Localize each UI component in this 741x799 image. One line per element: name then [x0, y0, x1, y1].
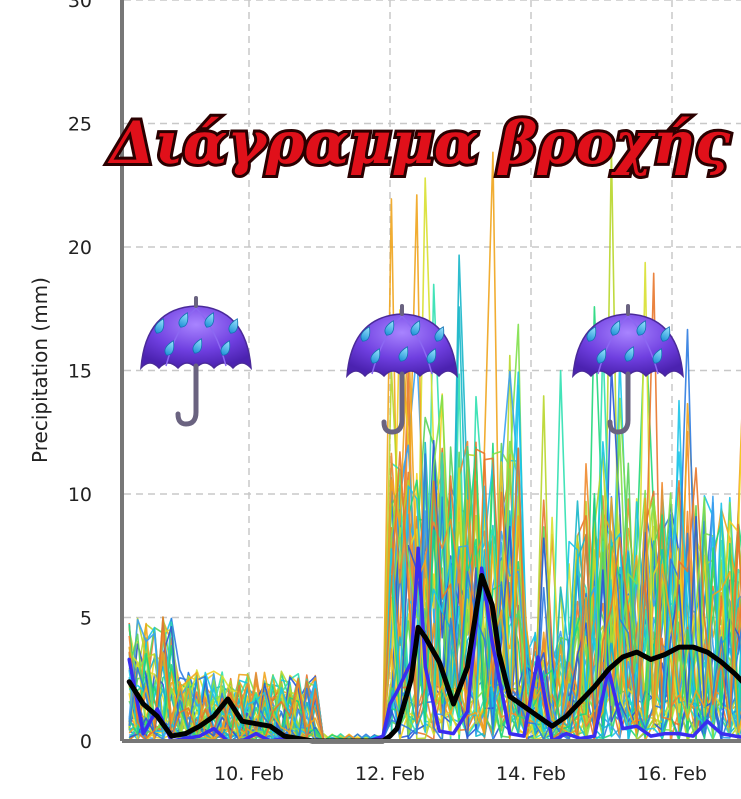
chart-title: Διάγραμμα βροχής: [107, 109, 731, 177]
x-tick-label: 10. Feb: [214, 763, 284, 785]
y-tick-label: 10: [68, 484, 92, 506]
x-tick-label: 14. Feb: [496, 763, 566, 785]
x-tick-label: 12. Feb: [355, 763, 425, 785]
y-tick-label: 30: [68, 0, 92, 12]
umbrella-rain-icon: [141, 298, 251, 424]
y-tick-label: 15: [68, 361, 92, 383]
y-tick-label: 20: [68, 237, 92, 259]
y-tick-label: 25: [68, 114, 92, 136]
y-axis-ticks: 0 5 10 15 20 25 30: [68, 0, 92, 753]
x-axis-ticks: 10. Feb 12. Feb 14. Feb 16. Feb: [214, 763, 707, 785]
ensemble-member-line: [128, 194, 741, 742]
ensemble-mean-line: [126, 573, 741, 744]
x-tick-label: 16. Feb: [637, 763, 707, 785]
y-axis-label: Precipitation (mm): [28, 277, 52, 463]
y-tick-label: 5: [80, 608, 92, 630]
y-tick-label: 0: [80, 731, 92, 753]
ensemble-member-line: [128, 368, 741, 742]
ensemble-member-line: [128, 272, 741, 742]
umbrella-rain-icon: [573, 306, 683, 432]
